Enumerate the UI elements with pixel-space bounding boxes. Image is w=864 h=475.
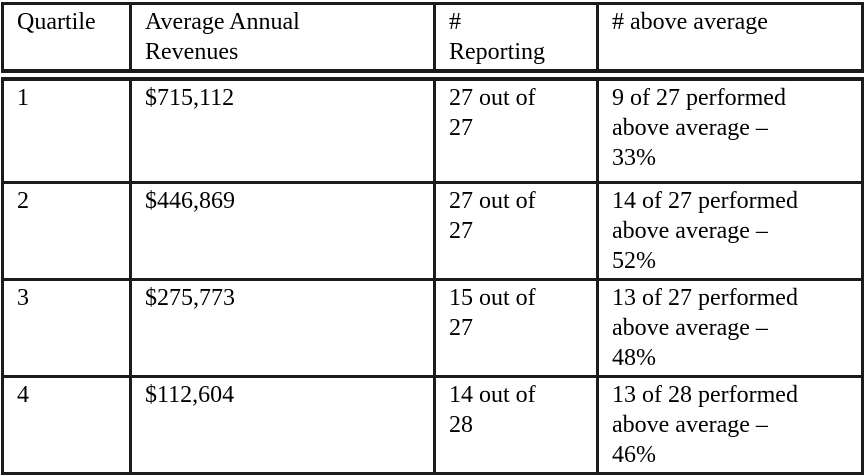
table-row: 2 $446,869 27 out of 27 14 of 27 perform… [1, 181, 864, 281]
cell-quartile: 4 [1, 375, 132, 475]
cell-average-annual-revenues: $446,869 [129, 181, 436, 281]
cell-average-annual-revenues: $715,112 [129, 73, 436, 184]
table-header-row: Quartile Average Annual Revenues # Repor… [1, 2, 864, 81]
cell-num-above-average: 14 of 27 performed above average – 52% [596, 181, 864, 281]
cell-num-reporting: 15 out of 27 [433, 278, 599, 378]
column-header-average-annual-revenues: Average Annual Revenues [129, 2, 436, 81]
cell-num-above-average: 9 of 27 performed above average – 33% [596, 73, 864, 184]
cell-quartile: 2 [1, 181, 132, 281]
cell-num-reporting: 27 out of 27 [433, 181, 599, 281]
column-header-quartile: Quartile [1, 2, 132, 81]
column-header-num-above-average: # above average [596, 2, 864, 81]
cell-average-annual-revenues: $275,773 [129, 278, 436, 378]
cell-num-reporting: 27 out of 27 [433, 73, 599, 184]
column-header-num-reporting: # Reporting [433, 2, 599, 81]
cell-quartile: 3 [1, 278, 132, 378]
cell-quartile: 1 [1, 73, 132, 184]
cell-num-reporting: 14 out of 28 [433, 375, 599, 475]
cell-num-above-average: 13 of 28 performed above average – 46% [596, 375, 864, 475]
table-row: 1 $715,112 27 out of 27 9 of 27 performe… [1, 73, 864, 184]
cell-num-above-average: 13 of 27 performed above average – 48% [596, 278, 864, 378]
table-row: 4 $112,604 14 out of 28 13 of 28 perform… [1, 375, 864, 475]
table-row: 3 $275,773 15 out of 27 13 of 27 perform… [1, 278, 864, 378]
cell-average-annual-revenues: $112,604 [129, 375, 436, 475]
